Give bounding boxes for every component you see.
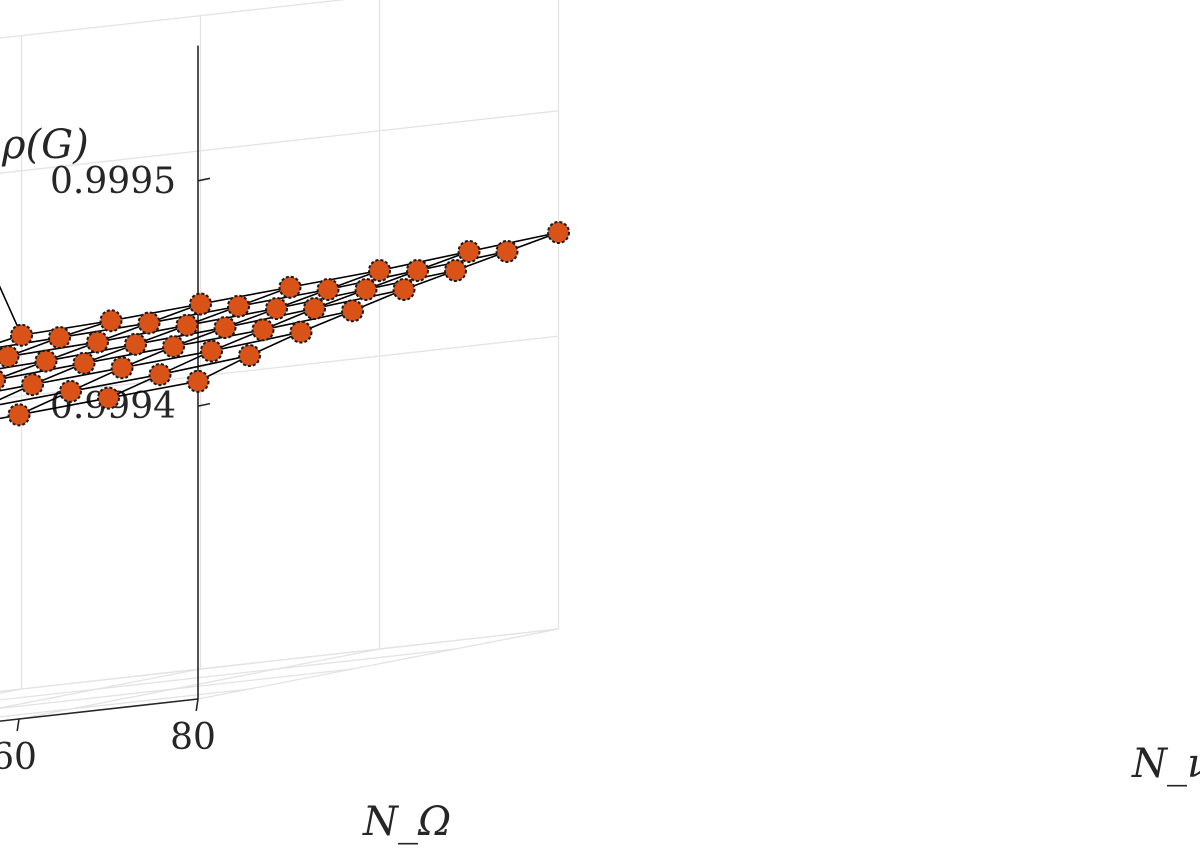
y-axis-title: N_ν [1131, 741, 1200, 787]
data-point [0, 345, 20, 369]
x-tick-mark [195, 698, 199, 712]
data-point [547, 220, 570, 244]
data-point [189, 292, 212, 316]
grid-layer [0, 0, 560, 720]
data-point [213, 316, 237, 340]
x-axis-title: N_Ω [362, 799, 451, 845]
data-point [303, 297, 326, 321]
data-point [238, 344, 261, 368]
data-point [21, 373, 44, 397]
x-tick-mark [16, 718, 20, 732]
data-point [99, 309, 123, 333]
data-point [495, 239, 519, 263]
mesh-line-x [0, 269, 456, 359]
tick-layer: 80604020204060800.99940.9995 [0, 161, 216, 778]
mesh-line-x [0, 380, 199, 420]
z-axis-title: ρ(G) [1, 122, 89, 168]
data-point [86, 330, 109, 354]
data-point [392, 278, 416, 302]
mesh-line-x [0, 309, 353, 380]
data-point [457, 239, 481, 263]
floor-grid-line [0, 628, 559, 693]
x-tick-label: 60 [0, 737, 37, 778]
x-axis-line [0, 698, 199, 722]
z-tick-mark [197, 402, 211, 407]
mesh-line-x [0, 354, 250, 406]
data-point [341, 299, 364, 323]
floor-grid-line [197, 628, 559, 700]
data-point [265, 297, 288, 321]
mesh-line-x [0, 288, 405, 370]
data-point [0, 369, 6, 391]
data-point [251, 318, 275, 342]
data-point [97, 386, 120, 410]
data-point [148, 363, 172, 387]
data-point [7, 403, 31, 427]
floor-grid-line [0, 648, 456, 701]
box-edge [0, 628, 559, 693]
data-point [34, 349, 58, 373]
data-point [48, 326, 71, 350]
z-tick-mark [197, 177, 211, 182]
data-point [227, 294, 250, 318]
mesh-line-x [0, 331, 302, 392]
marker-layer [0, 220, 570, 427]
data-point [72, 351, 96, 375]
data-point [59, 379, 82, 403]
z-tick-label: 0.9995 [50, 161, 176, 202]
z-axis-title-text: ρ(G) [1, 122, 89, 168]
data-point [137, 311, 161, 335]
data-point [124, 332, 147, 356]
data-point [110, 356, 134, 380]
x-tick-label: 80 [170, 717, 216, 758]
data-point [186, 369, 210, 393]
data-point [368, 258, 391, 282]
data-point [175, 313, 199, 337]
data-point [316, 278, 340, 302]
box-edge [0, 0, 347, 39]
data-point [289, 320, 313, 344]
floor-grid-line [0, 688, 250, 718]
data-point [10, 323, 33, 347]
mesh-line-x [0, 231, 559, 337]
data-point [200, 339, 223, 363]
data-point [278, 275, 302, 299]
data-point [444, 258, 467, 282]
floor-grid-line [0, 668, 353, 710]
floor-grid-line [18, 648, 380, 720]
mesh-line-x [0, 250, 508, 348]
data-point [406, 258, 429, 282]
floor-grid-line [0, 668, 201, 709]
data-point [162, 335, 185, 359]
data-point [354, 278, 378, 302]
back-wall-grid-line [0, 110, 559, 174]
